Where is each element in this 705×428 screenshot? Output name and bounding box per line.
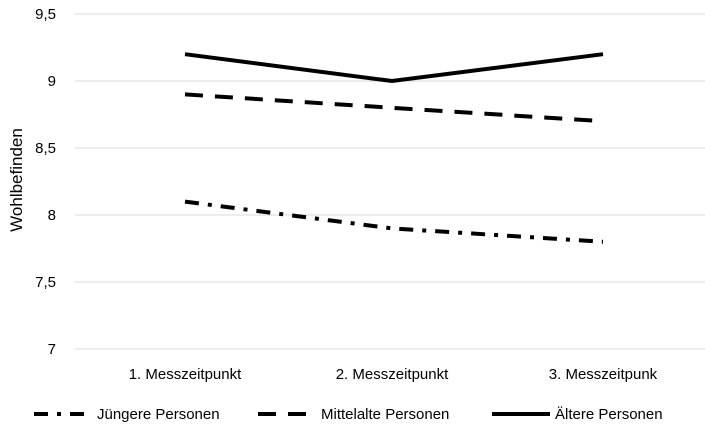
y-axis-title: Wohlbefinden (7, 128, 26, 232)
series-line (184, 52, 604, 84)
legend-label: Jüngere Personen (97, 406, 220, 423)
y-tick-label: 8 (48, 207, 56, 224)
legend: Jüngere Personen Mittelalte Personen Älter… (34, 406, 663, 423)
x-tick-label: 1. Messzeitpunkt (129, 366, 242, 383)
x-tick-label: 3. Messzeitpunk (549, 366, 658, 383)
y-tick-label: 9,5 (35, 6, 56, 23)
y-tick-label: 9 (48, 73, 56, 90)
gridlines (75, 13, 705, 350)
y-axis-tick-labels: 7 7,5 8 8,5 9 9,5 (35, 6, 56, 358)
series-lines (184, 52, 604, 244)
x-tick-label: 2. Messzeitpunkt (336, 366, 449, 383)
legend-label: Ältere Personen (555, 406, 663, 423)
legend-label: Mittelalte Personen (321, 406, 449, 423)
y-tick-label: 8,5 (35, 140, 56, 157)
y-tick-label: 7,5 (35, 274, 56, 291)
x-axis-tick-labels: 1. Messzeitpunkt 2. Messzeitpunkt 3. Messz… (129, 366, 658, 383)
series-line (184, 92, 604, 124)
y-tick-label: 7 (48, 341, 56, 358)
series-line (184, 199, 604, 244)
